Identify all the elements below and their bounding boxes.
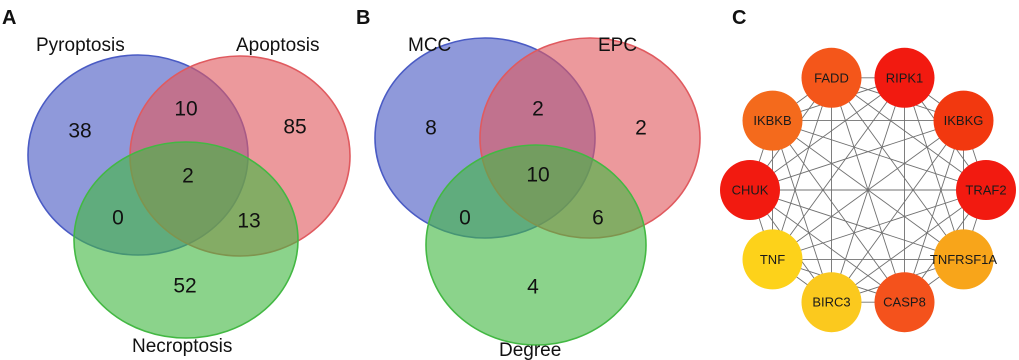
network-node-circle [801,272,862,333]
venn-a-count-1-3: 0 [112,207,124,230]
venn-b-set-2-label: EPC [598,35,637,56]
panel-c-letter: C [732,7,746,29]
network-edge [831,77,987,191]
network-edge [772,120,832,303]
network-edge [749,77,905,191]
network-node-ikbkb: IKBKB [742,90,803,151]
network-edge [904,77,964,260]
venn-a-set-3-label: Necroptosis [132,336,232,357]
network-node-circle [874,47,935,108]
venn-b-count-only-2: 2 [635,117,647,140]
venn-b-count-only-1: 8 [425,117,437,140]
network-edge [772,77,832,260]
venn-b-count-2-3: 6 [592,207,604,230]
venn-b-set-1-label: MCC [408,35,451,56]
network-node-circle [720,160,780,220]
network-edge [904,120,964,303]
network-edge [749,189,905,303]
venn-a-count-1-2-3: 2 [182,165,194,188]
network-edge [772,120,987,191]
network-node-circle [742,229,803,290]
network-node-circle [801,47,862,108]
network-node-label: RIPK1 [886,70,924,85]
panel-a: A Pyroptosis Apoptosis Necroptosis 38 10… [2,7,351,357]
venn-b-set-3-label: Degree [499,340,561,360]
network-node-casp8: CASP8 [874,272,935,333]
venn-a-count-1-2: 10 [174,98,197,121]
venn-a-count-only-2: 85 [283,116,306,139]
network-node-label: TNFRSF1A [930,252,998,267]
network-node-traf2: TRAF2 [956,160,1016,220]
venn-b-count-only-3: 4 [527,276,539,299]
network-node-fadd: FADD [801,47,862,108]
panel-b: B MCC EPC Degree 8 2 2 10 0 6 4 [356,7,701,360]
network-node-circle [933,90,994,151]
panel-c: C RIPK1 IKBKG TRAF2 TNFRSF1A CASP8 BIRC3 TNF CH… [720,7,1016,333]
network-node-circle [956,160,1016,220]
network-node-birc3: BIRC3 [801,272,862,333]
network-edge [831,77,905,303]
network-node-label: TRAF2 [965,183,1006,198]
network-node-label: CHUK [732,183,769,198]
venn-a-set-1-label: Pyroptosis [36,35,125,56]
network-node-label: IKBKG [944,113,984,128]
network-node-circle [874,272,935,333]
network-edge [749,189,964,260]
venn-b-count-1-3: 0 [459,207,471,230]
network-node-label: IKBKB [753,113,791,128]
venn-b-count-1-2-3: 10 [526,164,549,187]
venn-b-count-1-2: 2 [532,98,544,121]
panel-b-letter: B [356,7,370,29]
venn-a-count-only-3: 52 [173,275,196,298]
network-node-chuk: CHUK [720,160,780,220]
venn-a-count-only-1: 38 [68,120,91,143]
network-nodes: RIPK1 IKBKG TRAF2 TNFRSF1A CASP8 BIRC3 TNF CHUK… [720,47,1016,333]
network-node-circle [742,90,803,151]
network-node-circle [933,229,994,290]
venn-b-set-3-circle [425,144,647,346]
panel-a-letter: A [2,7,16,29]
network-node-label: BIRC3 [812,295,850,310]
network-node-label: TNF [760,252,785,267]
network-node-label: CASP8 [883,295,926,310]
network-node-label: FADD [814,70,849,85]
network-edge [831,189,987,303]
venn-a-set-2-label: Apoptosis [236,35,319,56]
network-node-tnfrsf1a: TNFRSF1A [930,229,998,290]
venn-a-set-3-circle [73,141,299,339]
network-node-tnf: TNF [742,229,803,290]
network-node-ripk1: RIPK1 [874,47,935,108]
network-edge [772,120,905,303]
network-edge [831,77,964,260]
venn-a-count-2-3: 13 [237,210,260,233]
network-node-ikbkg: IKBKG [933,90,994,151]
